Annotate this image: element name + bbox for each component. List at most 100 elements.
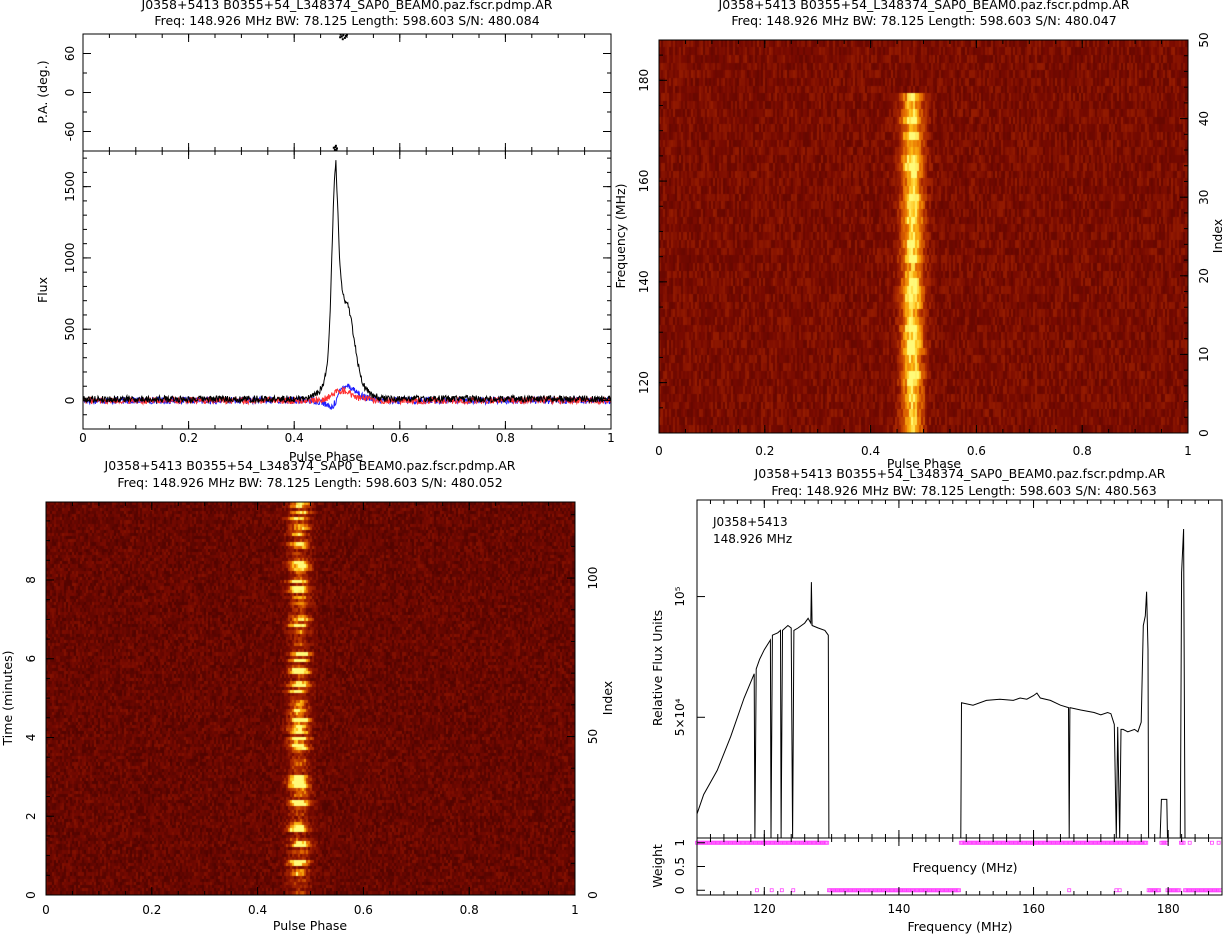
freq-header-line-2: Freq: 148.926 MHz BW: 78.125 Length: 598… [731, 13, 1116, 28]
pa-axes-frame [82, 33, 612, 152]
profile-xtick-label: 0.8 [496, 431, 515, 445]
profile-lines [83, 160, 611, 410]
time-header-line-1: J0358+5413 B0355+54_L348374_SAP0_BEAM0.p… [104, 458, 516, 473]
bandpass-x-axis-label: Frequency (MHz) [907, 919, 1012, 934]
weight-point [1181, 840, 1186, 845]
bandpass-curve [697, 528, 1221, 838]
time-xtick-label: 0.4 [248, 903, 267, 917]
pa-ytick-label: -60 [63, 122, 77, 142]
phase-time-heatmap [46, 502, 575, 895]
pa-point [342, 34, 345, 37]
weight-points [695, 840, 1223, 893]
frequency-axis-label: Frequency (MHz) [613, 183, 628, 288]
profile-x-axis-label: Pulse Phase [289, 449, 364, 464]
weight-point [769, 888, 774, 893]
weight-point [1216, 840, 1221, 845]
profile-header-line-2: Freq: 148.926 MHz BW: 78.125 Length: 598… [154, 13, 539, 28]
flux-ytick-label: 1000 [63, 243, 77, 274]
freq-xtick-label: 0 [655, 444, 663, 458]
freq-index-ytick-label: 50 [1197, 32, 1211, 47]
bandpass-header-line-2: Freq: 148.926 MHz BW: 78.125 Length: 598… [771, 483, 1156, 498]
weight-point [1177, 888, 1182, 893]
freq-index-ytick-label: 0 [1197, 429, 1211, 437]
pa-point [341, 38, 344, 41]
bandpass-source-name: J0358+5413 [712, 515, 788, 529]
time-index-ytick-label: 50 [586, 729, 600, 744]
freq-index-ytick-label: 40 [1197, 111, 1211, 126]
time-xtick-label: 0.8 [460, 903, 479, 917]
pa-point [333, 148, 336, 151]
weight-xtick-label: 120 [753, 902, 776, 916]
time-index-ytick-label: 100 [586, 567, 600, 590]
weight-axis-label: Weight [650, 844, 665, 888]
phase-frequency-heatmap-container [659, 40, 1188, 433]
pa-ytick-label: 60 [63, 46, 77, 61]
profile-xtick-label: 1 [607, 431, 615, 445]
phase-frequency-panel: J0358+5413 B0355+54_L348374_SAP0_BEAM0.p… [613, 0, 1225, 471]
bandpass-header-line-1: J0358+5413 B0355+54_L348374_SAP0_BEAM0.p… [754, 466, 1166, 481]
weight-ytick-label: 1 [673, 839, 687, 847]
weight-xtick-label: 140 [887, 902, 910, 916]
weight-point [1210, 840, 1214, 845]
freq-index-ytick-label: 30 [1197, 190, 1211, 205]
freq-ytick-label: 180 [637, 69, 651, 92]
pa-point [339, 36, 342, 39]
phase-frequency-axes: 0 0.2 0.4 0.6 0.8 1 120 140 160 180 0 10 20 30 40 50 [637, 32, 1211, 458]
profile-axes: 0 0.2 0.4 0.6 0.8 1 60 0 -60 0 500 1000 1500 [63, 33, 615, 445]
total-intensity-line [83, 160, 611, 405]
weight-point [825, 840, 830, 845]
profile-header-line-1: J0358+5413 B0355+54_L348374_SAP0_BEAM0.p… [141, 0, 553, 12]
bandpass-center-frequency: 148.926 MHz [713, 532, 792, 546]
flux-axes-frame [82, 150, 612, 430]
time-ytick-label: 8 [24, 576, 38, 584]
pa-point [339, 34, 342, 36]
freq-xtick-label: 1 [1184, 444, 1192, 458]
profile-xtick-label: 0 [79, 431, 87, 445]
time-axis-label: Time (minutes) [0, 651, 15, 747]
bandpass-panel: J0358+5413 B0355+54_L348374_SAP0_BEAM0.p… [650, 466, 1223, 934]
profile-xtick-label: 0.4 [285, 431, 304, 445]
weight-ytick-label: 0 [673, 886, 687, 894]
time-ytick-label: 0 [24, 891, 38, 899]
pa-point [332, 146, 335, 149]
weight-xtick-label: 180 [1157, 902, 1180, 916]
weight-point [1187, 840, 1192, 845]
pa-point [340, 35, 343, 38]
time-ytick-label: 4 [24, 734, 38, 742]
freq-index-axis-label: Index [1210, 219, 1225, 253]
freq-header-line-1: J0358+5413 B0355+54_L348374_SAP0_BEAM0.p… [718, 0, 1130, 12]
freq-x-axis-label: Pulse Phase [887, 456, 962, 471]
flux-ytick-label: 0 [63, 397, 77, 405]
time-xtick-label: 0 [42, 903, 50, 917]
freq-index-ytick-label: 20 [1197, 268, 1211, 283]
weight-point [779, 888, 784, 893]
weight-point [1117, 888, 1122, 893]
time-ytick-label: 6 [24, 655, 38, 663]
time-index-ytick-label: 0 [586, 891, 600, 899]
pa-point [334, 146, 337, 149]
freq-xtick-label: 0.4 [861, 444, 880, 458]
weight-point [1144, 840, 1149, 845]
freq-xtick-label: 0.2 [755, 444, 774, 458]
weight-point [755, 888, 759, 893]
bandpass-axes-frame [696, 499, 1223, 839]
relative-flux-axis-label: Relative Flux Units [650, 610, 665, 726]
polarization-profile-panel: J0358+5413 B0355+54_L348374_SAP0_BEAM0.p… [35, 0, 615, 464]
bandpass-line [697, 528, 1221, 838]
freq-xtick-label: 0.6 [967, 444, 986, 458]
flux-ytick-label: 500 [63, 318, 77, 341]
weight-point [1114, 888, 1119, 893]
time-xtick-label: 1 [571, 903, 579, 917]
profile-xtick-label: 0.2 [179, 431, 198, 445]
pa-point [334, 144, 337, 147]
weight-xtick-label: 160 [1022, 902, 1045, 916]
freq-xtick-label: 0.8 [1073, 444, 1092, 458]
pa-point [335, 147, 338, 150]
time-xtick-label: 0.6 [354, 903, 373, 917]
time-ytick-label: 2 [24, 812, 38, 820]
phase-time-heatmap-container [46, 502, 575, 895]
profile-xtick-label: 0.6 [390, 431, 409, 445]
weight-point [957, 888, 961, 893]
